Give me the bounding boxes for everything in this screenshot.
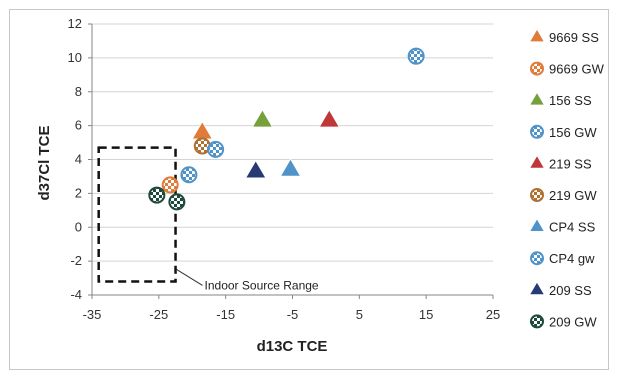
x-tick-label: -35 xyxy=(83,307,102,322)
y-tick-label: -2 xyxy=(70,253,82,268)
y-tick-label: -4 xyxy=(70,287,82,302)
legend-marker-cp4-ss xyxy=(528,217,546,232)
point-156-gw xyxy=(407,47,425,65)
legend-marker-cp4-gw xyxy=(530,251,544,266)
x-tick-label: -25 xyxy=(149,307,168,322)
annotation-label: Indoor Source Range xyxy=(205,278,319,292)
axes: -4 -2 0 2 4 6 8 10 12 -35 -25 -15 -5 5 15 25 xyxy=(68,16,501,322)
y-tick-label: 10 xyxy=(68,50,82,65)
legend-label-cp4-ss: CP4 SS xyxy=(549,220,596,235)
annotation-leader-line xyxy=(176,269,203,286)
x-tick-label: -5 xyxy=(287,307,299,322)
legend-label-156-gw: 156 GW xyxy=(549,125,597,140)
x-tick-label: -15 xyxy=(216,307,235,322)
legend-label-156-ss: 156 SS xyxy=(549,93,592,108)
legend-marker-9669-gw xyxy=(530,61,544,76)
point-cp4-ss xyxy=(279,158,302,177)
point-219-ss xyxy=(318,109,340,128)
y-tick-label: 2 xyxy=(75,185,82,200)
y-tick-label: 4 xyxy=(75,152,82,167)
legend-label-cp4-gw: CP4 gw xyxy=(549,251,595,266)
point-209-gw xyxy=(148,186,166,204)
y-tick-label: 12 xyxy=(68,16,82,31)
x-tick-label: 5 xyxy=(356,307,363,322)
point-209-gw xyxy=(168,193,186,211)
legend-label-209-ss: 209 SS xyxy=(549,283,592,298)
x-axis-title: d13C TCE xyxy=(257,338,328,355)
point-9669-gw xyxy=(161,176,179,194)
point-cp4-gw xyxy=(180,166,198,184)
data-points xyxy=(148,47,425,211)
legend-marker-156-gw xyxy=(530,124,544,139)
legend: 9669 SS 9669 GW 156 SS 156 GW 219 SS 219 GW CP… xyxy=(528,28,605,329)
x-tick-label: 15 xyxy=(419,307,433,322)
point-cp4-gw xyxy=(207,140,225,158)
legend-label-219-gw: 219 GW xyxy=(549,188,597,203)
legend-label-219-ss: 219 SS xyxy=(549,156,592,171)
legend-label-209-gw: 209 GW xyxy=(549,314,597,329)
annotations: Indoor Source Range xyxy=(97,146,319,292)
legend-marker-219-ss xyxy=(528,154,546,169)
chart-border xyxy=(9,9,609,370)
legend-marker-219-gw xyxy=(530,188,544,202)
legend-marker-209-gw xyxy=(530,314,544,329)
x-tick-label: 25 xyxy=(486,307,500,322)
point-156-ss xyxy=(251,109,274,128)
indoor-source-range-box xyxy=(97,146,177,283)
point-209-ss xyxy=(245,159,267,179)
legend-marker-156-ss xyxy=(528,91,546,106)
legend-marker-9669-ss xyxy=(528,28,546,43)
legend-label-9669-ss: 9669 SS xyxy=(549,30,599,45)
y-tick-label: 0 xyxy=(75,219,82,234)
legend-label-9669-gw: 9669 GW xyxy=(549,62,605,77)
y-tick-label: 6 xyxy=(75,118,82,133)
y-axis-title: d37Cl TCE xyxy=(36,125,53,200)
gridlines xyxy=(92,23,493,262)
y-tick-label: 8 xyxy=(75,84,82,99)
legend-marker-209-ss xyxy=(528,281,546,295)
